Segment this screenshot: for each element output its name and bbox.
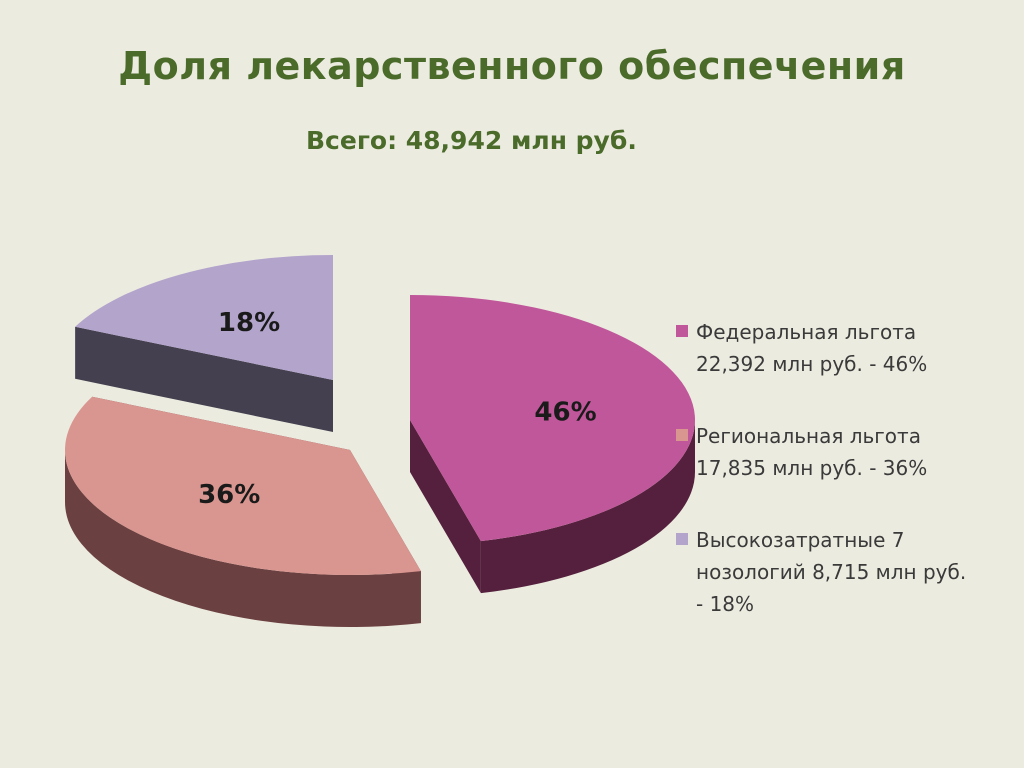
legend-label-regional: Региональная льгота 17,835 млн руб. - 36… bbox=[696, 424, 928, 480]
legend-label-federal: Федеральная льгота 22,392 млн руб. - 46% bbox=[696, 320, 928, 376]
slice-wall-federal-1 bbox=[410, 420, 481, 594]
slice-label-high-cost: 18% bbox=[218, 308, 280, 338]
legend-item-federal: Федеральная льгота 22,392 млн руб. - 46% bbox=[676, 316, 976, 380]
slice-regional bbox=[65, 396, 421, 575]
slice-rim-federal-0 bbox=[480, 420, 695, 594]
legend-item-regional: Региональная льгота 17,835 млн руб. - 36… bbox=[676, 420, 976, 484]
legend-swatch-federal bbox=[676, 325, 688, 337]
slice-label-federal: 46% bbox=[534, 397, 596, 427]
legend: Федеральная льгота 22,392 млн руб. - 46%… bbox=[676, 316, 976, 660]
slice-rim-regional-0 bbox=[65, 450, 421, 627]
slice-high-cost bbox=[75, 255, 333, 380]
legend-swatch-regional bbox=[676, 429, 688, 441]
legend-label-high-cost: Высокозатратные 7 нозологий 8,715 млн ру… bbox=[696, 528, 967, 616]
legend-item-high-cost: Высокозатратные 7 нозологий 8,715 млн ру… bbox=[676, 524, 976, 620]
chart-title: Доля лекарственного обеспечения bbox=[118, 44, 906, 88]
slice-label-regional: 36% bbox=[198, 480, 260, 510]
legend-swatch-high-cost bbox=[676, 533, 688, 545]
chart-subtitle: Всего: 48,942 млн руб. bbox=[306, 126, 637, 155]
slice-federal bbox=[410, 295, 695, 542]
slice-wall-high-cost-0 bbox=[75, 326, 333, 432]
